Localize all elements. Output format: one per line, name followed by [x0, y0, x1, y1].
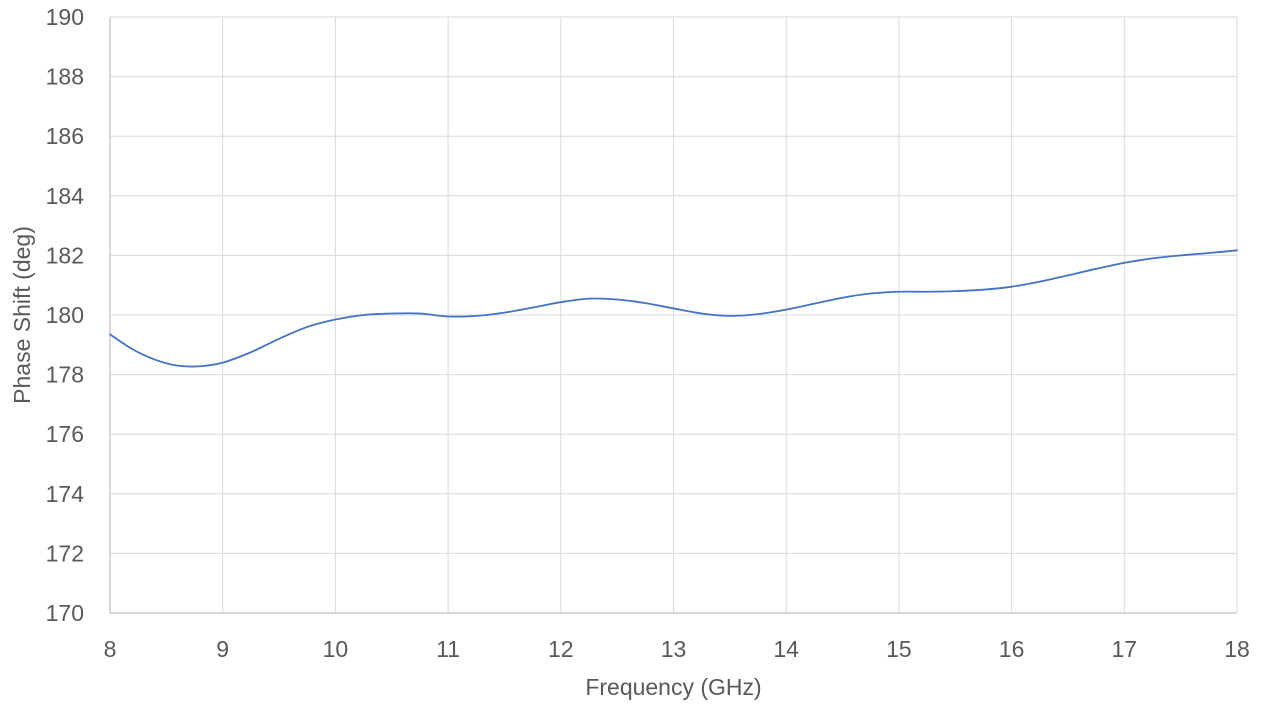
x-axis-title: Frequency (GHz): [585, 674, 761, 700]
x-tick-label: 9: [216, 636, 229, 662]
series-line: [109, 249, 1238, 368]
y-tick-label: 190: [46, 4, 84, 30]
y-tick-label: 180: [46, 302, 84, 328]
series-lines: [109, 249, 1238, 368]
y-tick-label: 186: [46, 123, 84, 149]
x-tick-label: 15: [886, 636, 912, 662]
tick-labels: 170 172 174 176 178 180 182 184 186 188 190 8 9 10 11 1…: [46, 4, 1250, 662]
x-tick-label: 12: [548, 636, 574, 662]
y-tick-label: 176: [46, 421, 84, 447]
y-axis-title: Phase Shift (deg): [9, 226, 35, 404]
x-tick-label: 18: [1224, 636, 1250, 662]
x-tick-label: 17: [1112, 636, 1138, 662]
x-tick-label: 8: [104, 636, 117, 662]
y-tick-label: 170: [46, 600, 84, 626]
y-tick-label: 184: [46, 183, 85, 209]
x-tick-label: 11: [436, 636, 460, 662]
y-tick-label: 172: [46, 540, 84, 566]
grid-lines: [110, 16, 1238, 613]
y-tick-label: 188: [46, 64, 84, 90]
y-tick-label: 178: [46, 362, 84, 388]
x-tick-label: 13: [661, 636, 687, 662]
x-tick-label: 16: [999, 636, 1025, 662]
x-tick-label: 10: [323, 636, 349, 662]
axes: [109, 17, 1237, 614]
x-tick-label: 14: [773, 636, 799, 662]
y-tick-label: 174: [46, 481, 85, 507]
y-tick-label: 182: [46, 242, 84, 268]
